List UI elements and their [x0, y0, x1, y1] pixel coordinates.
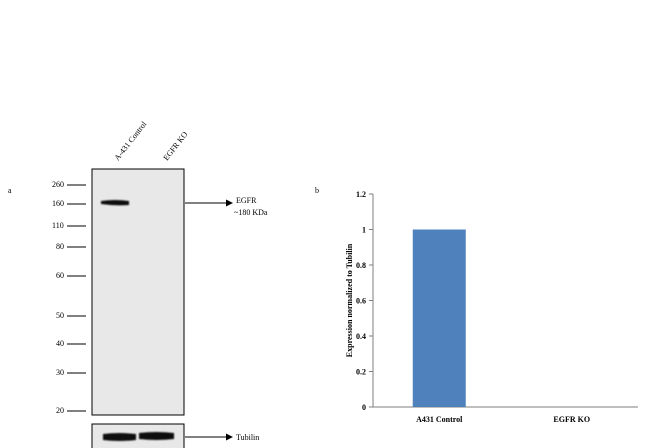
mw-label-20: 20 — [56, 406, 64, 415]
egfr-label: EGFR — [236, 196, 257, 205]
bars — [412, 229, 466, 407]
mw-markers: 260 160 110 80 60 50 40 30 20 — [52, 180, 86, 415]
y-axis-title: Expression normalized to Tubilin — [345, 243, 354, 357]
y-tick-label: 1 — [362, 226, 366, 235]
y-tick-label: 1.2 — [356, 190, 366, 199]
y-tick-label: 0.2 — [356, 368, 366, 377]
lane-label-ko: EGFR KO — [161, 130, 189, 163]
panel-b-letter: b — [315, 186, 319, 195]
y-tick-label: 0.4 — [356, 332, 366, 341]
x-category-label: A431 Control — [416, 415, 463, 424]
mw-label-260: 260 — [52, 180, 64, 189]
mw-label-160: 160 — [52, 199, 64, 208]
mw-label-40: 40 — [56, 339, 64, 348]
panel-a: a A-431 Control EGFR KO 260 160 110 80 6… — [8, 119, 268, 448]
y-tick-label: 0.8 — [356, 261, 366, 270]
mw-label-110: 110 — [52, 221, 64, 230]
panel-b: b 0 0.2 0.4 0.6 0.8 1 1.2 A431 Control EGFR KO … — [315, 186, 638, 424]
y-tick-label: 0 — [362, 403, 366, 412]
mw-label-80: 80 — [56, 242, 64, 251]
x-axis-labels: A431 Control EGFR KO — [416, 415, 590, 424]
x-category-label: EGFR KO — [553, 415, 590, 424]
lane-label-control: A-431 Control — [112, 119, 148, 162]
egfr-arrow-head — [226, 199, 233, 207]
panel-a-letter: a — [8, 186, 12, 195]
bar-chart: 0 0.2 0.4 0.6 0.8 1 1.2 A431 Control EGFR KO Ex… — [345, 190, 638, 424]
mw-label-50: 50 — [56, 311, 64, 320]
tubulin-arrow-head — [226, 433, 233, 441]
mw-label-60: 60 — [56, 271, 64, 280]
blot-membrane — [91, 168, 185, 416]
egfr-band-control — [101, 200, 129, 206]
tubulin-label: Tubilin — [236, 433, 259, 442]
bar-a431-control — [412, 229, 466, 407]
egfr-size-label: ~180 KDa — [234, 208, 268, 217]
y-tick-label: 0.6 — [356, 297, 366, 306]
mw-label-30: 30 — [56, 368, 64, 377]
y-axis-ticks: 0 0.2 0.4 0.6 0.8 1 1.2 — [356, 190, 373, 412]
tubulin-band-control — [103, 433, 136, 441]
tubulin-band-ko — [139, 432, 174, 440]
